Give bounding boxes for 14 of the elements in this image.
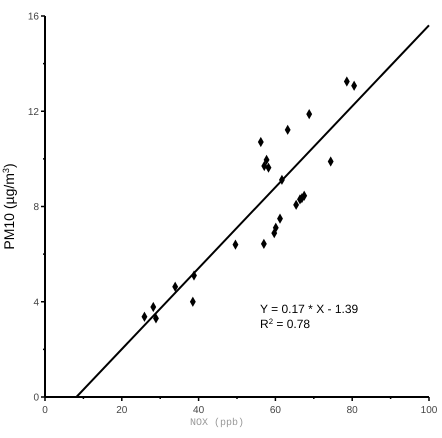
x-tick-label: 20 xyxy=(116,405,128,416)
x-tick-label: 100 xyxy=(420,405,438,416)
x-tick-label: 0 xyxy=(42,405,48,416)
y-tick-label: 4 xyxy=(33,297,40,308)
annotation: R$^{2}$ = 0.78 xyxy=(260,316,310,331)
x-axis-title: NOX (ppb) xyxy=(190,417,244,429)
x-tick-label: 40 xyxy=(193,405,205,416)
y-tick-label: 8 xyxy=(33,202,40,213)
annotation: Y = 0.17 * X - 1.39 xyxy=(260,302,359,316)
y-tick-label: 12 xyxy=(28,106,40,118)
x-tick-label: 60 xyxy=(270,405,282,416)
x-tick-label: 80 xyxy=(346,405,358,416)
y-tick-label: 0 xyxy=(33,392,40,404)
y-tick-label: 16 xyxy=(28,12,40,22)
